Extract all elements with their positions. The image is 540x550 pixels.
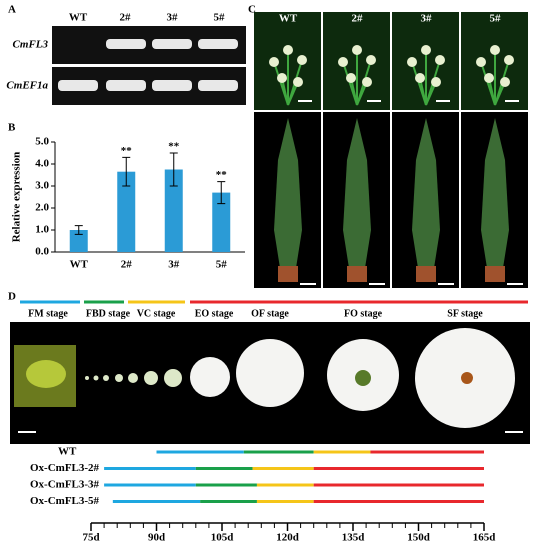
bud — [421, 45, 431, 55]
bud — [277, 73, 287, 83]
lane-label: 5# — [214, 12, 226, 24]
row-label: Ox-CmFL3-3# — [30, 479, 100, 491]
bud — [366, 55, 376, 65]
photo-label: 3# — [421, 13, 433, 25]
bar — [164, 169, 183, 252]
photo-label: 5# — [490, 13, 502, 25]
x-tick-label: WT — [70, 259, 89, 271]
lane-label: 3# — [167, 12, 179, 24]
bud — [476, 57, 486, 67]
bar — [69, 230, 88, 252]
pot — [485, 266, 505, 282]
plant-photos: WT 2# 3# 5# — [254, 12, 528, 288]
gene-label: CmFL3 — [13, 39, 49, 51]
x-tick-label: 135d — [342, 532, 365, 544]
bud — [407, 57, 417, 67]
pot — [416, 266, 436, 282]
bar — [212, 192, 231, 252]
plant — [343, 118, 371, 268]
significance: ** — [121, 145, 133, 157]
bud — [297, 55, 307, 65]
bud — [352, 45, 362, 55]
flower-center — [355, 370, 371, 386]
pot — [347, 266, 367, 282]
bud — [431, 77, 441, 87]
bud — [500, 77, 510, 87]
bud — [490, 45, 500, 55]
y-tick-label: 0.0 — [35, 246, 49, 258]
y-tick-label: 2.0 — [35, 202, 49, 214]
stage-label: FO stage — [344, 308, 383, 319]
flower-center — [461, 372, 473, 384]
plant — [412, 118, 440, 268]
bud — [269, 57, 279, 67]
x-tick-label: 120d — [276, 532, 299, 544]
stage-label: VC stage — [137, 308, 176, 319]
bud — [283, 45, 293, 55]
bud — [362, 77, 372, 87]
x-tick-label: 90d — [148, 532, 165, 544]
row-label: WT — [58, 446, 77, 458]
bud — [484, 73, 494, 83]
stage-label: SF stage — [447, 308, 483, 319]
bud — [293, 77, 303, 87]
x-tick-label: 5# — [216, 259, 228, 271]
gene-label: CmEF1a — [6, 80, 48, 92]
bud — [504, 55, 514, 65]
plant — [481, 118, 509, 268]
error-bar — [217, 181, 226, 205]
stage-label: OF stage — [251, 308, 289, 319]
bud — [346, 73, 356, 83]
row-label: Ox-CmFL3-5# — [30, 495, 100, 507]
photo-label: 2# — [352, 13, 364, 25]
lane-label: 2# — [120, 12, 132, 24]
row-label: Ox-CmFL3-2# — [30, 462, 100, 474]
significance: ** — [168, 141, 180, 153]
x-tick-label: 165d — [473, 532, 496, 544]
y-tick-label: 1.0 — [35, 224, 49, 236]
y-tick-label: 3.0 — [35, 180, 49, 192]
plant — [274, 118, 302, 268]
pot — [278, 266, 298, 282]
bud — [415, 73, 425, 83]
lane-label: WT — [69, 12, 88, 24]
panel-label: D — [8, 291, 16, 303]
stage-label: FBD stage — [86, 308, 131, 319]
stage-label: EO stage — [195, 308, 234, 319]
y-axis-title: Relative expression — [11, 152, 23, 243]
x-tick-label: 2# — [121, 259, 133, 271]
y-tick-label: 5.0 — [35, 136, 49, 148]
error-bar — [74, 225, 83, 235]
meristem — [26, 360, 66, 388]
panel-label: B — [8, 122, 16, 134]
x-tick-label: 150d — [407, 532, 430, 544]
gel-bands — [58, 39, 238, 91]
bud — [435, 55, 445, 65]
panel-label: A — [8, 4, 16, 16]
bud — [338, 57, 348, 67]
bud-photos — [85, 369, 182, 387]
significance: ** — [216, 169, 228, 181]
stage-label: FM stage — [28, 308, 68, 319]
photo-label: WT — [279, 13, 298, 25]
error-bar — [169, 152, 178, 187]
x-tick-label: 105d — [211, 532, 234, 544]
x-tick-label: 3# — [168, 259, 180, 271]
panel-label: C — [248, 4, 256, 16]
bar — [117, 171, 136, 252]
y-tick-label: 4.0 — [35, 158, 49, 170]
error-bar — [122, 156, 131, 187]
x-tick-label: 75d — [82, 532, 99, 544]
